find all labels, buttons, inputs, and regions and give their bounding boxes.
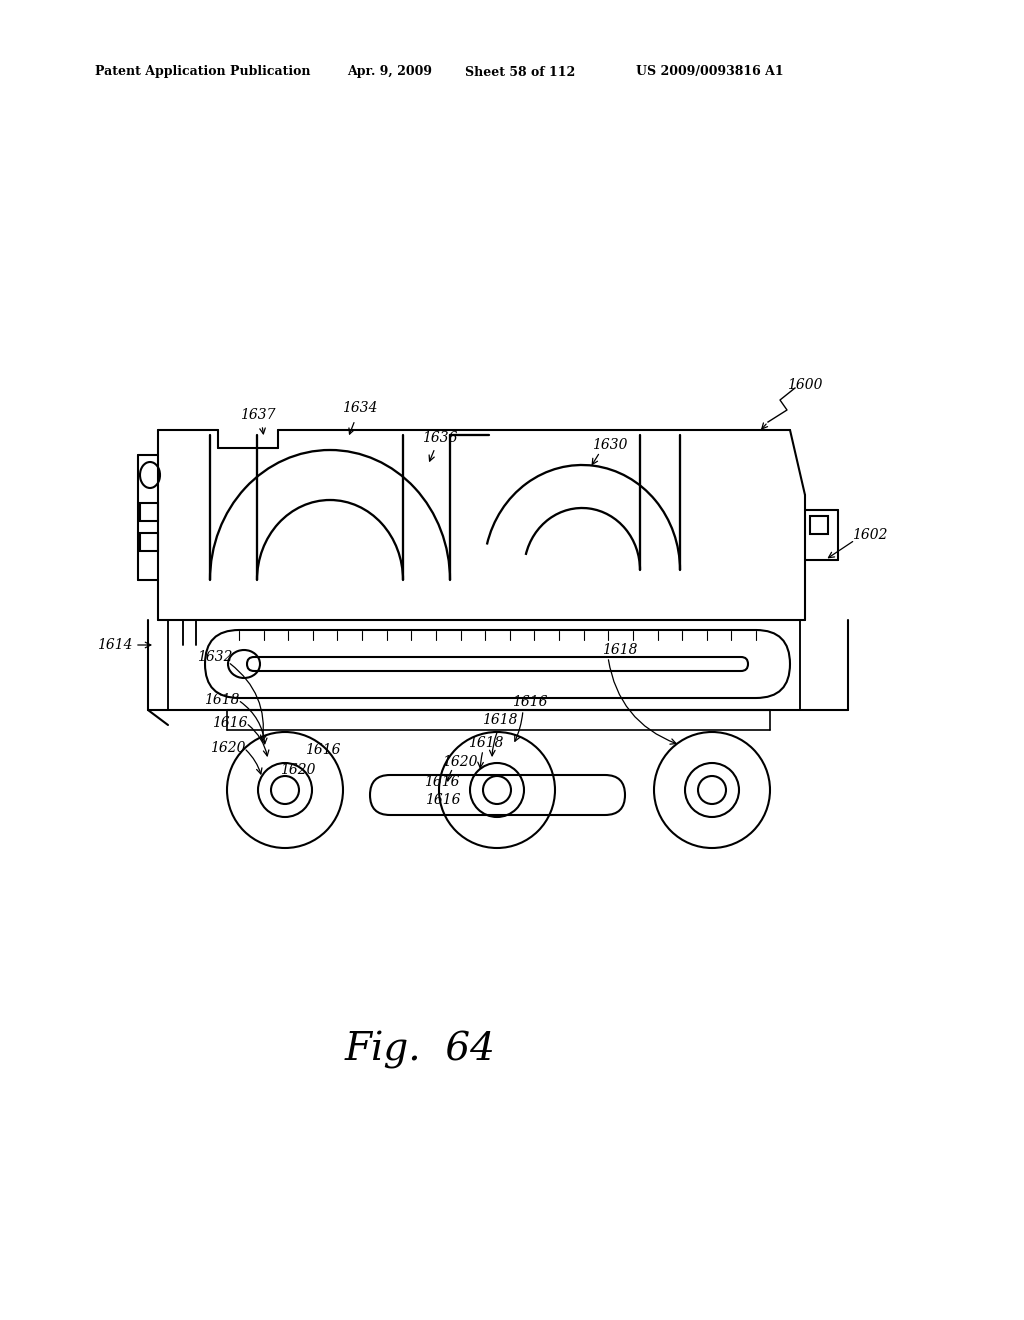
Text: Apr. 9, 2009: Apr. 9, 2009	[347, 66, 432, 78]
Text: 1632: 1632	[198, 649, 232, 664]
Text: US 2009/0093816 A1: US 2009/0093816 A1	[636, 66, 783, 78]
Text: 1634: 1634	[342, 401, 378, 414]
Text: 1620: 1620	[210, 741, 246, 755]
Text: 1616: 1616	[305, 743, 341, 756]
Text: 1618: 1618	[482, 713, 518, 727]
Text: 1616: 1616	[512, 696, 548, 709]
Text: 1602: 1602	[852, 528, 888, 543]
Bar	[140, 503, 158, 521]
Bar	[810, 516, 828, 535]
Text: 1614: 1614	[97, 638, 133, 652]
Text: 1618: 1618	[204, 693, 240, 708]
Text: 1630: 1630	[592, 438, 628, 451]
Text: Fig.  64: Fig. 64	[344, 1031, 496, 1069]
Text: Patent Application Publication: Patent Application Publication	[95, 66, 310, 78]
Text: Sheet 58 of 112: Sheet 58 of 112	[465, 66, 575, 78]
Bar	[140, 533, 158, 550]
Text: 1620: 1620	[281, 763, 315, 777]
Text: 1616: 1616	[424, 775, 460, 789]
Text: 1618: 1618	[602, 643, 638, 657]
Text: 1636: 1636	[422, 432, 458, 445]
Text: 1620: 1620	[442, 755, 478, 770]
Text: 1616: 1616	[212, 715, 248, 730]
Text: 1616: 1616	[425, 793, 461, 807]
Text: 1618: 1618	[468, 737, 504, 750]
Text: 1600: 1600	[787, 378, 822, 392]
Text: 1637: 1637	[241, 408, 275, 422]
